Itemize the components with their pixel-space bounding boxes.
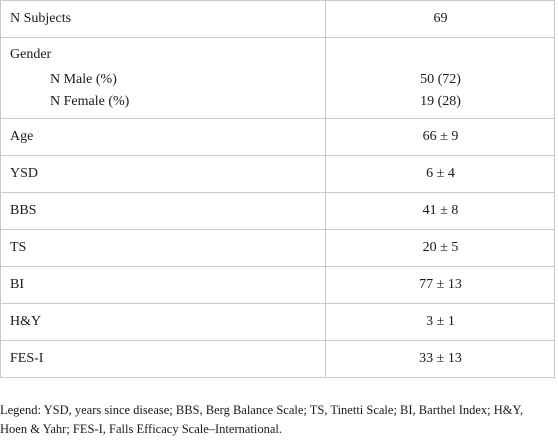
table-row: N Subjects 69 — [0, 0, 555, 38]
table-row: Age 66 ± 9 — [0, 118, 555, 156]
table-row-gender: Gender N Male (%) N Female (%) 50 (72) 1… — [0, 37, 555, 119]
female-label: N Female (%) — [50, 94, 130, 109]
row-value: 77 ± 13 — [325, 266, 555, 304]
table-row: BI 77 ± 13 — [0, 266, 555, 304]
table-row: TS 20 ± 5 — [0, 229, 555, 267]
gender-label: Gender — [10, 47, 52, 62]
row-value: 69 — [325, 0, 555, 38]
row-value: 6 ± 4 — [325, 155, 555, 193]
row-label: Age — [0, 118, 326, 156]
gender-value-cell: 50 (72) 19 (28) — [325, 37, 555, 119]
table-row: FES-I 33 ± 13 — [0, 340, 555, 378]
table-legend: Legend: YSD, years since disease; BBS, B… — [0, 403, 524, 436]
row-label: TS — [0, 229, 326, 267]
row-value: 3 ± 1 — [325, 303, 555, 341]
row-label: BI — [0, 266, 326, 304]
row-label: BBS — [0, 192, 326, 230]
row-label: H&Y — [0, 303, 326, 341]
row-label: N Subjects — [0, 0, 326, 38]
row-value: 41 ± 8 — [325, 192, 555, 230]
row-value: 20 ± 5 — [325, 229, 555, 267]
gender-label-cell: Gender N Male (%) N Female (%) — [0, 37, 326, 119]
table-row: YSD 6 ± 4 — [0, 155, 555, 193]
row-label: YSD — [0, 155, 326, 193]
row-value: 66 ± 9 — [325, 118, 555, 156]
female-value: 19 (28) — [420, 94, 461, 109]
male-label: N Male (%) — [50, 72, 117, 87]
table-row: H&Y 3 ± 1 — [0, 303, 555, 341]
row-value: 33 ± 13 — [325, 340, 555, 378]
male-value: 50 (72) — [420, 72, 461, 87]
row-label: FES-I — [0, 340, 326, 378]
subject-characteristics-table: N Subjects 69 Gender N Male (%) N Female… — [0, 0, 555, 378]
table-row: BBS 41 ± 8 — [0, 192, 555, 230]
